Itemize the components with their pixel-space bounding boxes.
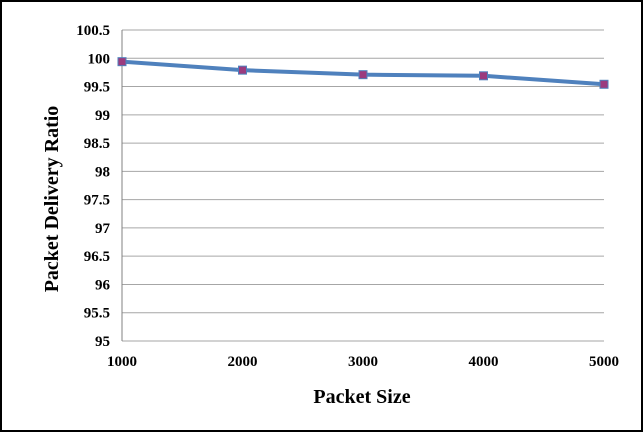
y-tick-label: 99.5 (84, 80, 110, 96)
x-tick-label: 2000 (228, 354, 258, 370)
y-tick-label: 100 (88, 51, 111, 67)
y-tick-label: 100.5 (76, 23, 110, 39)
data-point (238, 65, 247, 75)
x-tick-label: 1000 (107, 354, 137, 370)
y-tick-label: 96 (95, 277, 111, 293)
y-tick-label: 95.5 (84, 306, 110, 322)
grid-lines (121, 29, 604, 342)
data-point (117, 57, 127, 67)
y-tick-label: 99 (95, 108, 110, 124)
y-tick-label: 98.5 (84, 136, 110, 152)
data-series (117, 57, 609, 89)
y-tick-label: 95 (95, 334, 110, 350)
data-point (358, 70, 368, 80)
x-axis-title: Packet Size (313, 386, 410, 408)
y-tick-label: 97.5 (84, 193, 110, 209)
x-tick-label: 3000 (348, 354, 378, 370)
y-axis-title: Packet Delivery Ratio (41, 106, 63, 293)
y-tick-label: 97 (95, 221, 111, 237)
x-tick-label: 5000 (589, 354, 619, 370)
y-tick-labels: 95 95.5 96 96.5 97 97.5 98 98.5 99 99.5 100 100.5 (76, 23, 110, 350)
y-tick-label: 98 (95, 164, 110, 180)
data-point (599, 79, 609, 89)
x-tick-label: 4000 (469, 354, 499, 370)
y-tick-label: 96.5 (84, 249, 110, 265)
data-point (479, 71, 488, 81)
x-tick-labels: 1000 2000 3000 4000 5000 (107, 354, 619, 370)
